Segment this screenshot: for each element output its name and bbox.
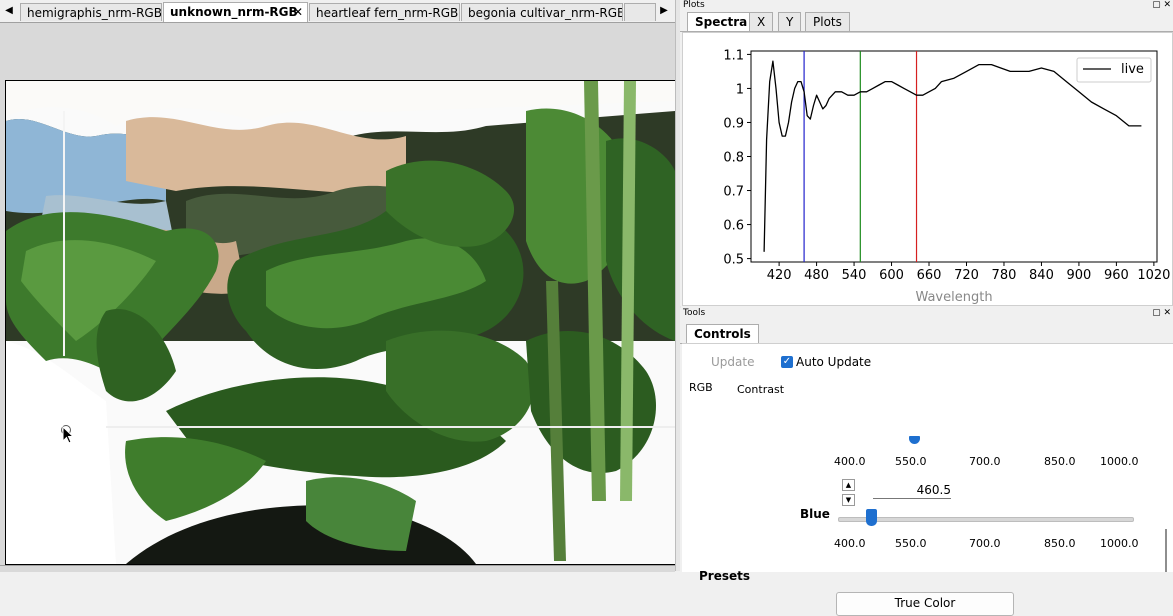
tab-label: heartleaf fern_nrm-RGB: [316, 6, 459, 20]
x-tick-label: 720: [954, 268, 979, 283]
rgb-label: RGB: [689, 381, 713, 394]
plots-dock: Plots ▢ ✕ Spectra X Y Plots 420 480 540 600…: [680, 0, 1173, 306]
image-pane-status-strip: [0, 565, 675, 572]
y-tick-label: 0.7: [723, 185, 744, 200]
dock-title-label: Tools: [683, 308, 706, 318]
x-tick-label: 1020: [1137, 268, 1170, 283]
auto-update-checkbox[interactable]: ✓: [781, 356, 793, 368]
y-tick-label: 1: [736, 82, 744, 97]
channel-tick: 1000.0: [1100, 537, 1139, 550]
x-tick-label: 480: [804, 268, 829, 283]
x-tick-label: 780: [992, 268, 1017, 283]
tab-plots[interactable]: Plots: [805, 12, 850, 31]
tab-scroll-left-icon[interactable]: ◀: [5, 5, 13, 16]
tab-unknown[interactable]: unknown_nrm-RGB ✕: [163, 2, 308, 22]
tab-x[interactable]: X: [749, 12, 774, 31]
plots-dock-title: Plots ▢ ✕: [680, 0, 1173, 10]
x-axis: 420 480 540 600 660 720 780 840 900 960 1020: [767, 262, 1170, 283]
tab-label: unknown_nrm-RGB: [170, 5, 298, 19]
wavelength-value-field[interactable]: 460.5: [873, 482, 951, 499]
legend-box: [1076, 57, 1152, 83]
x-tick-label: 900: [1067, 268, 1092, 283]
y-tick-label: 0.6: [723, 219, 744, 234]
x-axis-label: Wavelength: [915, 290, 992, 305]
spectra-plot[interactable]: 420 480 540 600 660 720 780 840 900 960 1020 0.5 0.…: [682, 32, 1173, 306]
spin-down-icon[interactable]: ▼: [842, 494, 855, 506]
plant-image: [6, 81, 675, 564]
auto-update-label: Auto Update: [796, 355, 872, 369]
plots-tab-bar: Spectra X Y Plots: [680, 11, 1173, 32]
y-tick-label: 1.1: [723, 48, 744, 63]
vertical-scrollbar[interactable]: [1165, 529, 1167, 572]
spin-up-icon[interactable]: ▲: [842, 479, 855, 491]
dock-float-close-buttons[interactable]: ▢ ✕: [1152, 0, 1171, 10]
y-axis: 0.5 0.6 0.7 0.8 0.9 1 1.1: [723, 48, 751, 268]
band-markers: [803, 51, 918, 262]
x-tick-label: 960: [1104, 268, 1129, 283]
tab-heartleaf-fern[interactable]: heartleaf fern_nrm-RGB: [309, 3, 460, 21]
channel-tick: 400.0: [834, 537, 866, 550]
tools-dock: Tools ▢ ✕ Controls Update ✓ Auto Update …: [680, 308, 1173, 616]
close-icon[interactable]: ✕: [292, 5, 303, 19]
channel-tick: 850.0: [1044, 537, 1076, 550]
channel-label-blue: Blue: [800, 507, 830, 521]
channel-tick: 700.0: [969, 537, 1001, 550]
spectra-chart: 420 480 540 600 660 720 780 840 900 960 1020 0.50.…: [723, 48, 1170, 305]
contrast-tick: 700.0: [969, 455, 1001, 468]
tab-label: begonia cultivar_nrm-RGB: [468, 6, 623, 20]
mouse-cursor-icon: [62, 426, 74, 444]
axes-frame: [750, 50, 1158, 263]
contrast-tick: 400.0: [834, 455, 866, 468]
series-line: [763, 60, 1142, 252]
image-pane: ◀ hemigraphis_nrm-RGB unknown_nrm-RGB ✕ h…: [0, 0, 676, 572]
blue-slider-track[interactable]: [838, 517, 1134, 522]
y-tick-label: 0.8: [723, 151, 744, 166]
contrast-tick: 550.0: [895, 455, 927, 468]
series-lines: [763, 60, 1142, 252]
y-tick-label: 0.9: [723, 116, 744, 131]
contrast-tick: 850.0: [1044, 455, 1076, 468]
x-tick-label: 540: [842, 268, 867, 283]
y-tick-label: 0.5: [723, 253, 744, 268]
tools-tab-bar: Controls: [680, 323, 1173, 344]
true-color-button[interactable]: True Color: [836, 592, 1014, 616]
tab-hemigraphis[interactable]: hemigraphis_nrm-RGB: [20, 3, 162, 21]
contrast-slider-handle[interactable]: [909, 436, 920, 444]
contrast-label: Contrast: [737, 383, 785, 396]
x-tick-label: 660: [917, 268, 942, 283]
tab-controls[interactable]: Controls: [686, 324, 759, 343]
tools-dock-title: Tools ▢ ✕: [680, 308, 1173, 318]
tab-overflow[interactable]: [624, 3, 656, 21]
x-tick-label: 600: [879, 268, 904, 283]
dock-float-close-buttons[interactable]: ▢ ✕: [1152, 308, 1171, 318]
contrast-tick: 1000.0: [1100, 455, 1139, 468]
image-tab-bar: ◀ hemigraphis_nrm-RGB unknown_nrm-RGB ✕ h…: [0, 0, 675, 23]
x-tick-label: 840: [1029, 268, 1054, 283]
tab-y[interactable]: Y: [778, 12, 802, 31]
update-button[interactable]: Update: [711, 355, 755, 369]
tab-scroll-right-icon[interactable]: ▶: [660, 5, 668, 16]
blue-slider-handle[interactable]: [866, 509, 877, 526]
pane-splitter[interactable]: [675, 0, 681, 571]
tab-label: hemigraphis_nrm-RGB: [27, 6, 162, 20]
controls-panel: Update ✓ Auto Update RGB Contrast 400.0 …: [682, 343, 1173, 616]
image-view[interactable]: [5, 80, 676, 565]
presets-label: Presets: [699, 569, 751, 583]
legend-label: live: [1121, 62, 1144, 77]
legend: live: [1076, 57, 1152, 83]
dock-title-label: Plots: [683, 0, 705, 10]
tab-begonia-cultivar[interactable]: begonia cultivar_nrm-RGB: [461, 3, 623, 21]
x-tick-label: 420: [767, 268, 792, 283]
channel-tick: 550.0: [895, 537, 927, 550]
tab-spectra[interactable]: Spectra: [687, 12, 756, 31]
